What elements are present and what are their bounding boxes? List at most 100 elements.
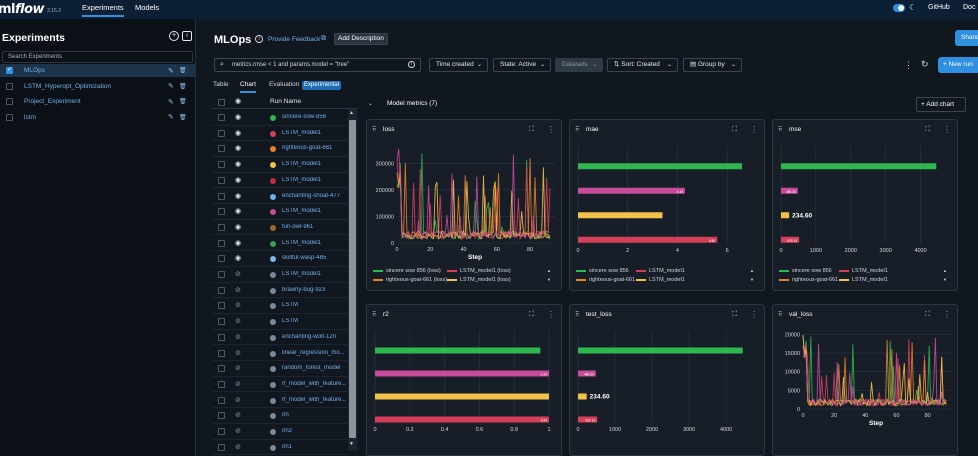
legend-up-icon[interactable]: ▲ (943, 268, 947, 273)
collapse-section-icon[interactable]: ⌄ (368, 101, 374, 107)
table-row[interactable]: ◉ LSTM_model1 (212, 236, 348, 252)
run-color-dot[interactable] (270, 303, 276, 310)
row-checkbox[interactable] (218, 380, 225, 388)
row-checkbox[interactable] (218, 318, 225, 326)
datasets-dropdown[interactable]: Datasets ⌄ (555, 58, 603, 72)
edit-icon[interactable]: ✎ (168, 67, 174, 75)
run-color-dot[interactable] (270, 162, 276, 169)
drag-handle-icon[interactable]: ⠿ (778, 312, 783, 318)
legend-item[interactable]: LSTM_model1 (loss) (447, 268, 511, 274)
row-checkbox[interactable] (218, 428, 225, 435)
table-row[interactable]: ⊘ LSTM_model1 (212, 267, 348, 283)
run-name-link[interactable]: sincere-sow-856 (282, 114, 327, 120)
expand-icon[interactable]: ⛶ (925, 126, 930, 133)
table-row[interactable]: ◉ LSTM_model1 (212, 157, 348, 173)
legend-item[interactable]: sincere sow 856 (loss) (373, 268, 441, 274)
eye-off-icon[interactable]: ⊘ (235, 365, 241, 373)
table-row[interactable]: ◉ LSTM_model1 (212, 204, 348, 220)
tab-table[interactable]: Table (213, 81, 229, 88)
run-color-dot[interactable] (270, 413, 276, 420)
table-row[interactable]: ⊘ nn2 (212, 424, 348, 440)
row-checkbox[interactable] (218, 129, 225, 137)
chart-menu-icon[interactable]: ⋮ (943, 310, 951, 319)
create-experiment-button[interactable]: + (169, 31, 179, 41)
row-checkbox[interactable] (218, 176, 225, 184)
chart-panel-loss[interactable]: ⠿ loss ⛶ ⋮ 0 100000 200000 300000 0 20 40 60 80 Step s… (366, 119, 562, 291)
row-checkbox[interactable] (218, 412, 225, 420)
run-name-link[interactable]: nn1 (282, 443, 293, 450)
run-name-link[interactable]: skillful-wasp-485 (282, 255, 327, 262)
runs-scroll-thumb[interactable] (349, 120, 356, 438)
run-color-dot[interactable] (270, 272, 276, 278)
run-name-link[interactable]: linear_regression_mo... (282, 349, 345, 356)
time-created-dropdown[interactable]: Time created ⌄ (429, 58, 488, 72)
drag-handle-icon[interactable]: ⠿ (778, 127, 783, 133)
table-row[interactable]: ⊘ rf_model_with_feature... (212, 377, 348, 393)
run-name-link[interactable]: LSTM (282, 302, 299, 309)
row-checkbox[interactable] (218, 286, 225, 294)
nav-github[interactable]: GitHub (928, 4, 950, 11)
eye-off-icon[interactable]: ⊘ (235, 428, 241, 435)
experiment-row[interactable]: lstm ✎ 🗑 (0, 111, 196, 124)
theme-toggle[interactable] (893, 4, 905, 12)
run-color-dot[interactable] (270, 177, 276, 184)
run-name-link[interactable]: LSTM_model1 (282, 129, 322, 136)
legend-up-icon[interactable]: ▲ (547, 268, 551, 273)
table-row[interactable]: ⊘ linear_regression_mo... (212, 346, 348, 361)
eye-icon[interactable]: ◉ (235, 176, 242, 184)
drag-handle-icon[interactable]: ⠿ (575, 127, 580, 133)
legend-item[interactable]: sincere sow 856 (779, 268, 832, 274)
table-row[interactable]: ◉ LSTM_model1 (212, 126, 348, 142)
row-checkbox[interactable] (218, 333, 225, 341)
add-description-button[interactable]: Add Description (334, 33, 388, 45)
eye-off-icon[interactable]: ⊘ (235, 271, 241, 278)
filter-info-icon[interactable]: i (408, 61, 415, 68)
table-row[interactable]: ⊘ brawny-bug-923 (212, 283, 348, 299)
run-name-link[interactable]: brawny-bug-923 (282, 286, 326, 293)
experiment-name[interactable]: MLOps (24, 67, 45, 74)
table-row[interactable]: ⊘ nn (212, 408, 348, 424)
eye-icon[interactable]: ◉ (235, 98, 242, 105)
eye-off-icon[interactable]: ⊘ (235, 302, 241, 310)
collapse-sidebar-button[interactable]: ‹ (182, 31, 192, 41)
chart-panel-r2[interactable]: ⠿ r2 ⛶ ⋮ 0 0.2 0.4 0.6 0.8 1 1.00 0.99 (366, 304, 562, 456)
legend-item[interactable]: righteous-goat-661 (779, 277, 838, 283)
run-color-dot[interactable] (270, 350, 276, 357)
chart-panel-val_loss[interactable]: ⠿ val_loss ⛶ ⋮ 0 5000 10000 15000 20000 0 20 40 60 80… (772, 304, 958, 456)
table-row[interactable]: ◉ LSTM_model1 (212, 173, 348, 189)
run-color-dot[interactable] (270, 381, 276, 388)
share-button[interactable]: Share (955, 30, 978, 46)
run-color-dot[interactable] (270, 429, 276, 435)
experiment-checkbox[interactable] (6, 98, 13, 105)
scroll-up-icon[interactable]: ▲ (349, 110, 354, 116)
run-color-dot[interactable] (270, 287, 276, 294)
table-row[interactable]: ⊘ LSTM (212, 314, 348, 330)
row-checkbox[interactable] (218, 396, 225, 404)
row-checkbox[interactable] (218, 271, 225, 278)
drag-handle-icon[interactable]: ⠿ (372, 127, 377, 133)
chart-menu-icon[interactable]: ⋮ (750, 125, 758, 134)
legend-item[interactable]: LSTM_model1 (636, 268, 685, 274)
mlflow-logo[interactable]: mlflow (0, 2, 45, 17)
run-name-link[interactable]: nn2 (282, 428, 293, 434)
run-name-link[interactable]: LSTM_model1 (282, 239, 322, 246)
experiment-search-input[interactable]: Search Experiments (2, 51, 193, 63)
scroll-down-icon[interactable]: ▼ (349, 441, 354, 447)
trash-icon[interactable]: 🗑 (179, 99, 187, 105)
row-checkbox[interactable] (218, 114, 225, 121)
legend-down-icon[interactable]: ▼ (750, 277, 754, 282)
row-checkbox[interactable] (218, 302, 225, 310)
expand-icon[interactable]: ⛶ (529, 126, 534, 133)
run-name-link[interactable]: enchanting-shoat-477 (282, 192, 341, 199)
eye-off-icon[interactable]: ⊘ (235, 396, 241, 404)
run-name-link[interactable]: LSTM (282, 318, 299, 325)
add-chart-button[interactable]: + Add chart (916, 97, 966, 112)
trash-icon[interactable]: 🗑 (179, 83, 187, 90)
sort-dropdown[interactable]: ⇅ Sort: Created ⌄ (607, 58, 678, 72)
edit-icon[interactable]: ✎ (168, 114, 174, 121)
chart-panel-test_loss[interactable]: ⠿ test_loss ⛶ ⋮ 0 1000 2000 3000 4000 480.30 234.6… (569, 304, 765, 456)
eye-off-icon[interactable]: ⊘ (235, 333, 241, 341)
table-row[interactable]: ⊘ rf_model_with_feature... (212, 393, 348, 409)
state-dropdown[interactable]: State: Active ⌄ (493, 58, 551, 72)
experiment-name[interactable]: lstm (24, 113, 36, 121)
